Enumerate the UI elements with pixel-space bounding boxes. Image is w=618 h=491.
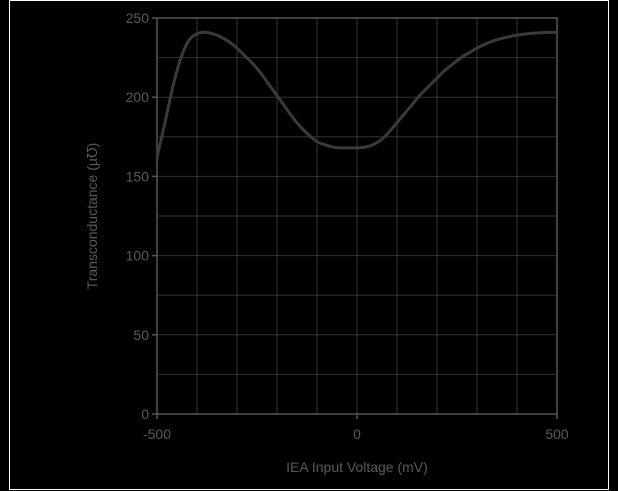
y-tick-label: 100 [126,248,150,264]
panel-border [9,0,609,490]
x-tick-label: 500 [545,426,569,442]
y-tick-label: 250 [126,10,150,26]
y-tick-label: 50 [133,327,149,343]
y-tick-label: 0 [141,406,149,422]
tick-labels: 0 50 100 150 200 250 -500 0 500 [126,10,569,442]
y-tick-label: 200 [126,89,150,105]
axes [152,17,558,419]
series-layer [155,30,559,159]
y-tick-label: 150 [126,168,150,184]
x-axis-label: IEA Input Voltage (mV) [286,459,428,475]
y-axis-label: Transconductance (µ℧) [84,143,100,290]
x-tick-label: 0 [353,426,361,442]
transconductance-curve [155,30,559,159]
x-tick-label: -500 [143,426,171,442]
grid [156,17,558,415]
